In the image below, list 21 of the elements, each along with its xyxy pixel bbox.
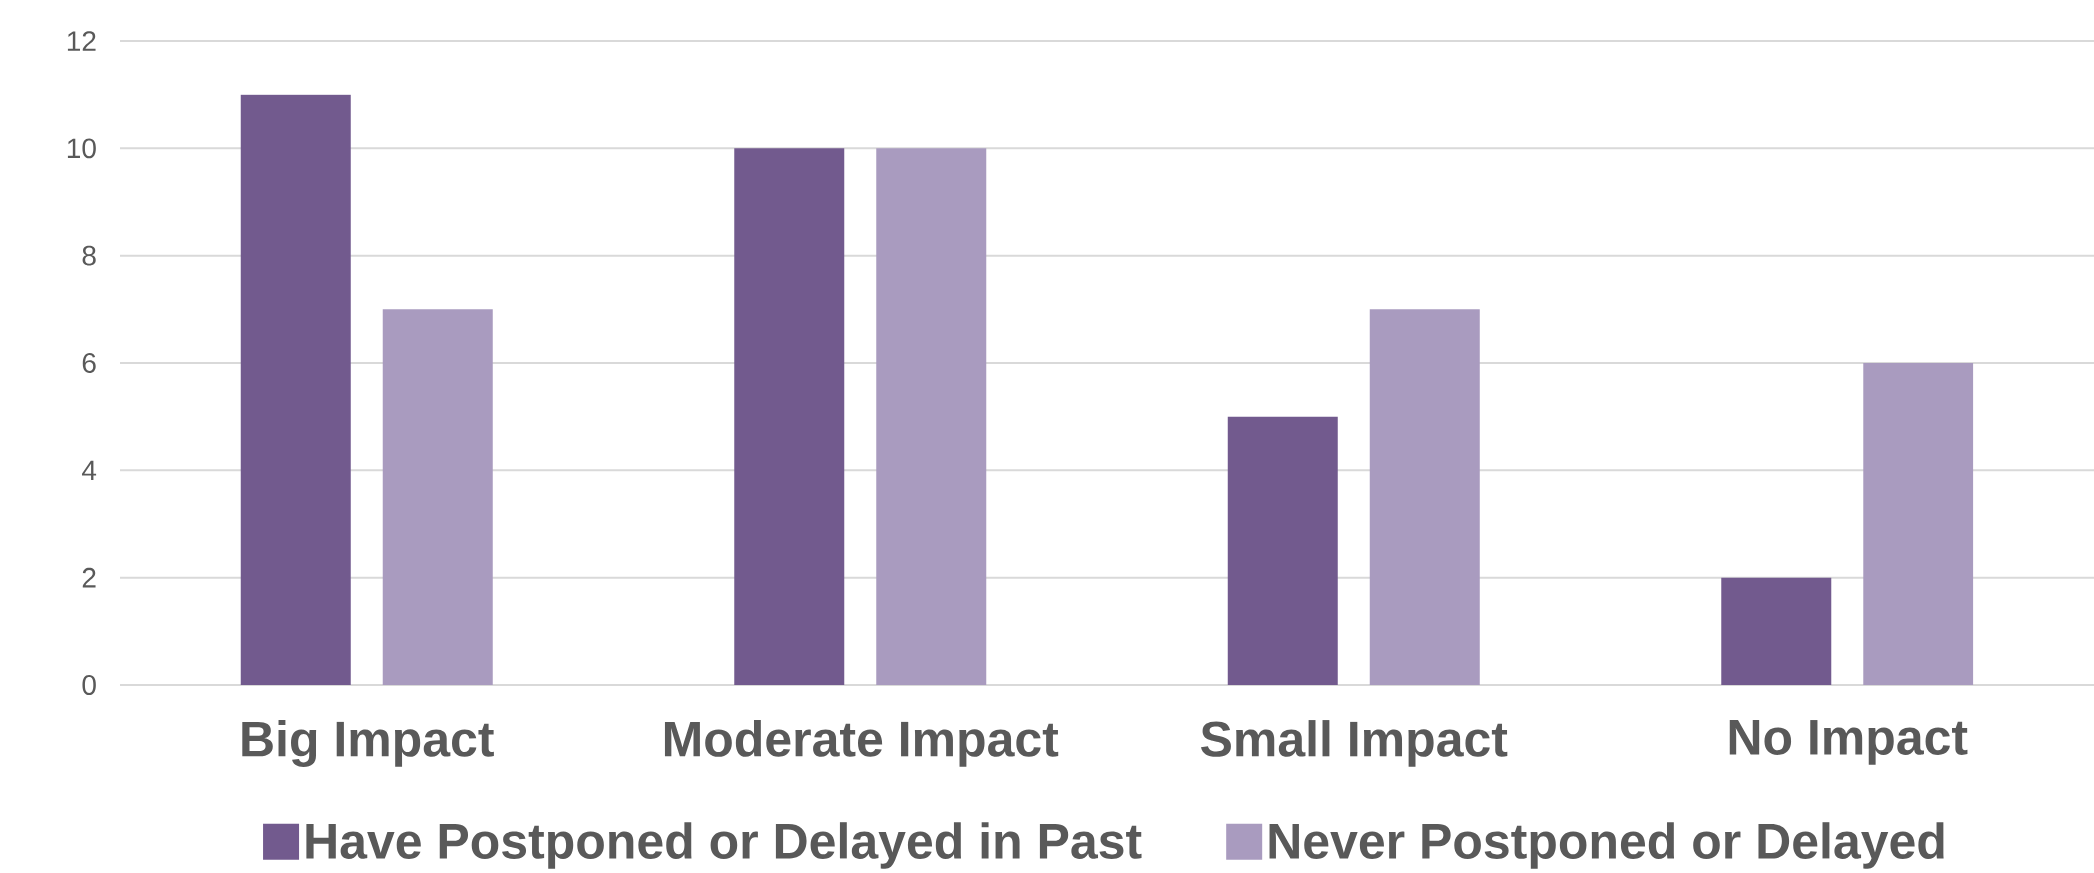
bar [382, 309, 493, 685]
bar [1863, 363, 1974, 685]
x-tick-label: Big Impact [242, 720, 494, 767]
x-tick-label: Small Impact [1200, 720, 1508, 767]
y-tick-label: 8 [82, 245, 96, 266]
y-tick-label: 10 [67, 138, 96, 159]
y-tick-label: 2 [82, 567, 96, 588]
bar [734, 148, 845, 685]
legend-label: Never Postponed or Delayed [1269, 822, 1944, 869]
legend-label: Have Postponed or Delayed in Past [306, 822, 1142, 869]
x-tick-label: Moderate Impact [664, 720, 1059, 767]
bar [1227, 416, 1338, 685]
y-tick-label: 6 [82, 353, 96, 373]
y-tick-label: 4 [81, 460, 97, 480]
y-tick-label: 12 [67, 31, 96, 51]
y-tick-label: 0 [82, 675, 96, 695]
bar [240, 94, 351, 685]
bar [876, 148, 987, 685]
x-tick-label: No Impact [1729, 720, 1968, 765]
bar [1369, 309, 1480, 685]
bar [1721, 577, 1832, 685]
